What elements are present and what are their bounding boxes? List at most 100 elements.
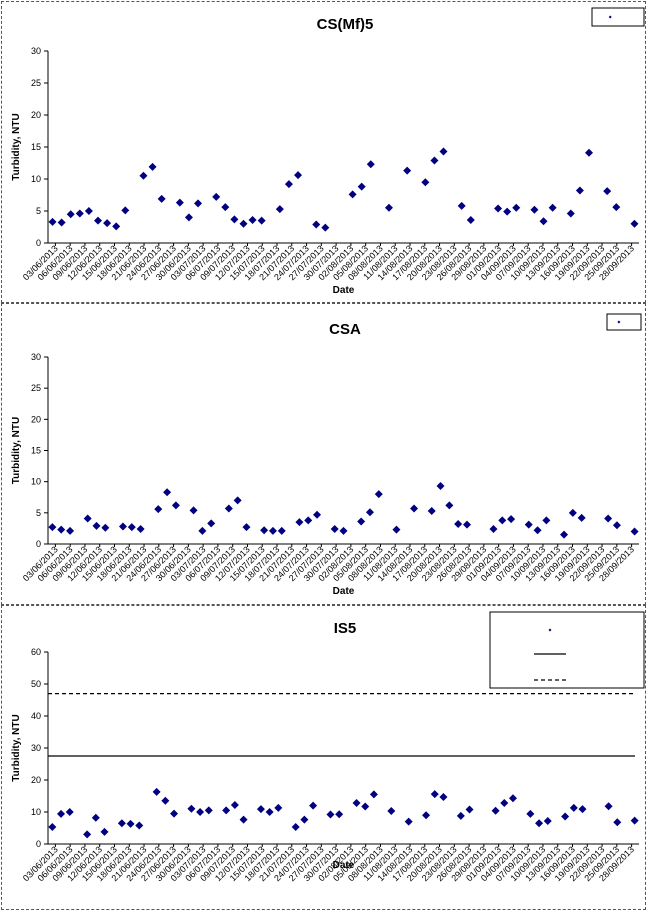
data-point [126, 819, 135, 828]
data-point [512, 203, 521, 212]
data-point [508, 794, 517, 803]
y-tick-label: 0 [36, 238, 41, 248]
data-point [568, 508, 577, 517]
data-point [430, 156, 439, 165]
data-point [500, 799, 509, 808]
data-point [230, 800, 239, 809]
data-point [604, 802, 613, 811]
data-point [48, 217, 57, 226]
data-point [121, 206, 130, 215]
data-point [630, 527, 639, 536]
data-point [239, 815, 248, 824]
data-point [187, 804, 196, 813]
data-point [454, 520, 463, 529]
data-point [457, 201, 466, 210]
y-axis-label: Turbidity, NTU [11, 417, 22, 484]
data-point [260, 526, 269, 535]
data-point [422, 811, 431, 820]
x-axis-label: Date [333, 285, 355, 296]
data-point [224, 504, 233, 513]
y-tick-label: 0 [36, 539, 41, 549]
data-point [436, 482, 445, 491]
data-point [256, 805, 265, 814]
data-point [335, 810, 344, 819]
data-point [65, 808, 74, 816]
data-point [57, 218, 66, 227]
data-point [491, 806, 500, 815]
data-point [91, 813, 100, 822]
data-point [462, 520, 471, 529]
y-tick-label: 15 [31, 142, 41, 152]
y-tick-label: 30 [31, 352, 41, 362]
legend-box [591, 7, 645, 27]
data-point [466, 215, 475, 224]
y-tick-label: 0 [36, 839, 41, 849]
data-point [604, 514, 613, 523]
data-point [498, 516, 507, 525]
data-point [456, 811, 465, 820]
data-point [507, 515, 516, 524]
data-point [352, 799, 361, 808]
data-point [445, 501, 454, 510]
data-point [295, 518, 304, 527]
chart-panel-csa: CSA 0 5 10 15 20 25 30 03/06/2013 06/06/2013 09/06… [1, 303, 646, 605]
y-tick-label: 20 [31, 414, 41, 424]
data-point [239, 219, 248, 228]
data-point [410, 504, 419, 513]
chart-title: CSA [329, 321, 361, 338]
chart-title: CS(Mf)5 [317, 16, 374, 33]
data-point [265, 808, 274, 816]
data-point [204, 806, 213, 815]
data-point [157, 194, 166, 203]
data-point [212, 192, 221, 201]
data-point [163, 488, 172, 497]
data-point [439, 792, 448, 801]
data-point [430, 790, 439, 799]
data-point [294, 171, 303, 180]
data-point [374, 490, 383, 499]
data-point [330, 525, 339, 534]
data-point [101, 523, 110, 532]
data-point [83, 830, 92, 839]
data-point [577, 513, 586, 522]
y-axis-label: Turbidity, NTU [11, 714, 22, 781]
data-point [118, 522, 127, 531]
y-tick-label: 30 [31, 743, 41, 753]
chart-svg: CSA05101520253003/06/201306/06/201309/06… [11, 313, 642, 597]
data-point [361, 802, 370, 811]
data-point [613, 818, 622, 827]
data-point [548, 203, 557, 212]
data-point [221, 203, 230, 212]
data-point [575, 186, 584, 195]
data-point [339, 526, 348, 535]
data-point [300, 815, 309, 824]
data-point [560, 530, 569, 539]
legend-marker [617, 320, 621, 324]
data-point [154, 505, 163, 514]
y-tick-label: 25 [31, 383, 41, 393]
data-point [439, 147, 448, 156]
y-tick-label: 30 [31, 46, 41, 56]
y-tick-label: 50 [31, 679, 41, 689]
data-point [578, 805, 587, 814]
data-point [66, 526, 75, 535]
y-tick-label: 10 [31, 807, 41, 817]
data-point [612, 521, 621, 530]
data-point [403, 166, 412, 175]
legend-box [489, 611, 645, 689]
y-tick-label: 15 [31, 446, 41, 456]
data-point [48, 823, 57, 832]
data-point [291, 823, 300, 832]
data-point [117, 819, 126, 828]
data-point [248, 215, 257, 224]
legend-marker [548, 628, 552, 632]
data-point [392, 525, 401, 534]
data-point [207, 519, 216, 528]
data-point [112, 222, 121, 231]
data-point [612, 203, 621, 212]
data-point [357, 517, 366, 526]
data-point [543, 816, 552, 825]
data-point [387, 807, 396, 816]
data-point [465, 805, 474, 814]
x-axis-label: Date [333, 586, 355, 597]
